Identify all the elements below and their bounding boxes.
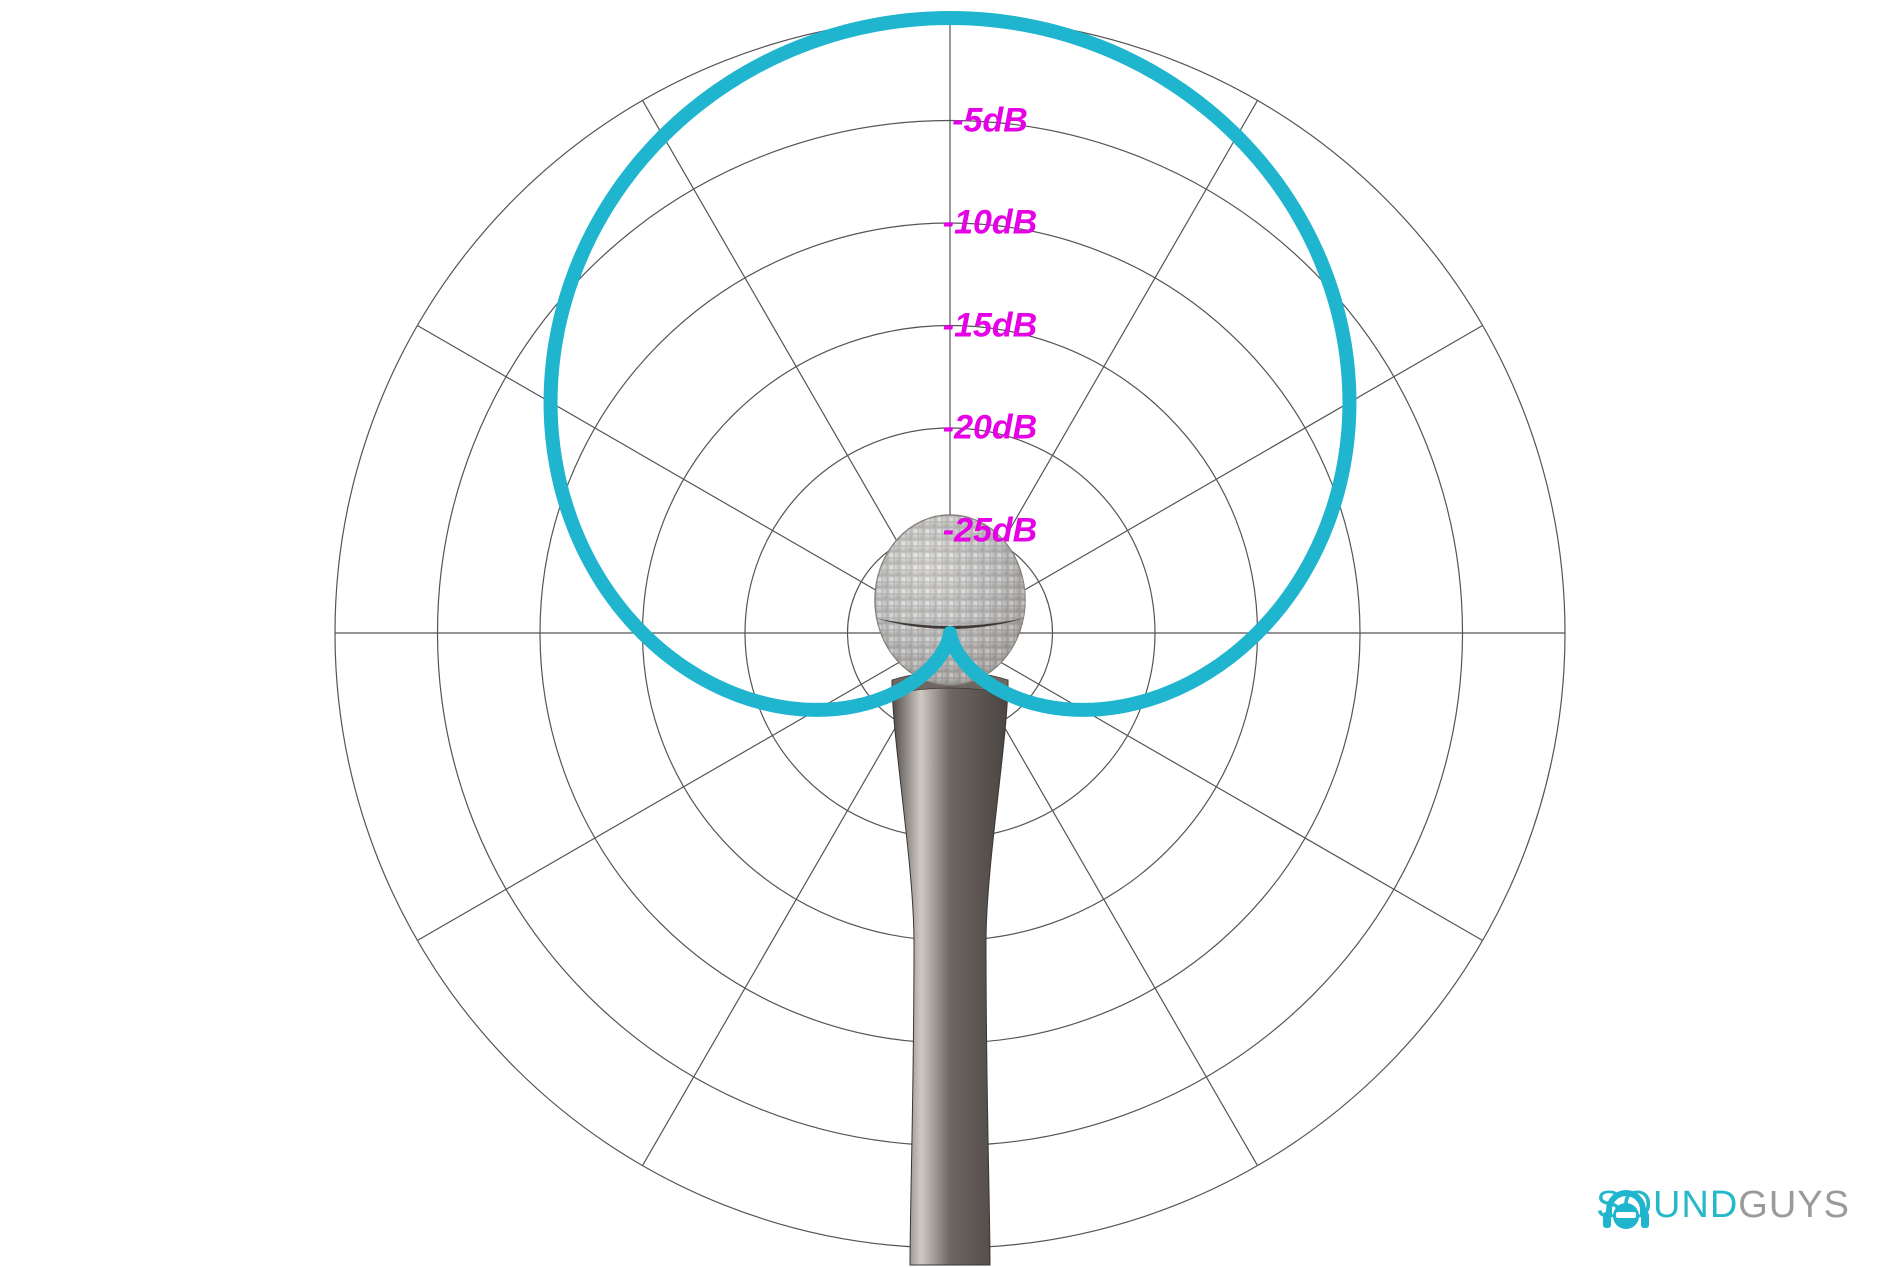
db-label: -10dB [943,204,1037,243]
soundguys-logo: SOUNDGUYS [1596,1184,1850,1227]
logo-text-guys: GUYS [1738,1184,1850,1226]
db-label: -15dB [943,306,1037,345]
db-label: -5dB [952,101,1028,140]
db-label: -25dB [943,511,1037,550]
logo-icon [1596,1184,1656,1244]
db-label: -20dB [943,409,1037,448]
polar-diagram-svg [0,0,1900,1267]
diagram-canvas: -5dB -10dB -15dB -20dB -25dB SOUNDGUYS [0,0,1900,1267]
